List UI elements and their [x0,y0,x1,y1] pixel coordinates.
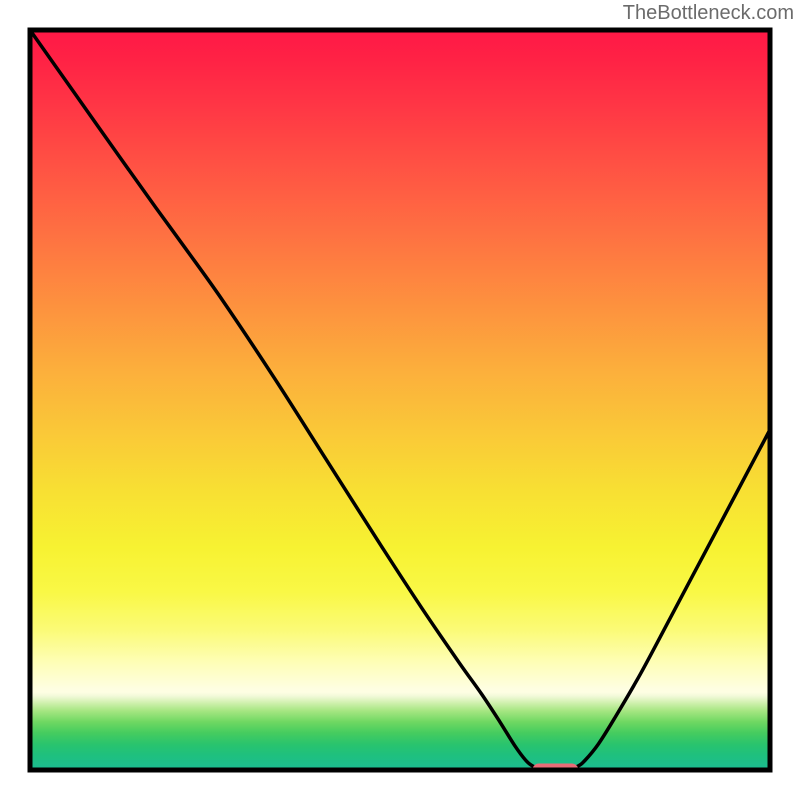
watermark-text: TheBottleneck.com [623,2,794,25]
plot-area [30,30,770,777]
gradient-background [30,30,770,770]
chart-container: TheBottleneck.com [0,0,800,800]
bottleneck-chart [0,0,800,800]
